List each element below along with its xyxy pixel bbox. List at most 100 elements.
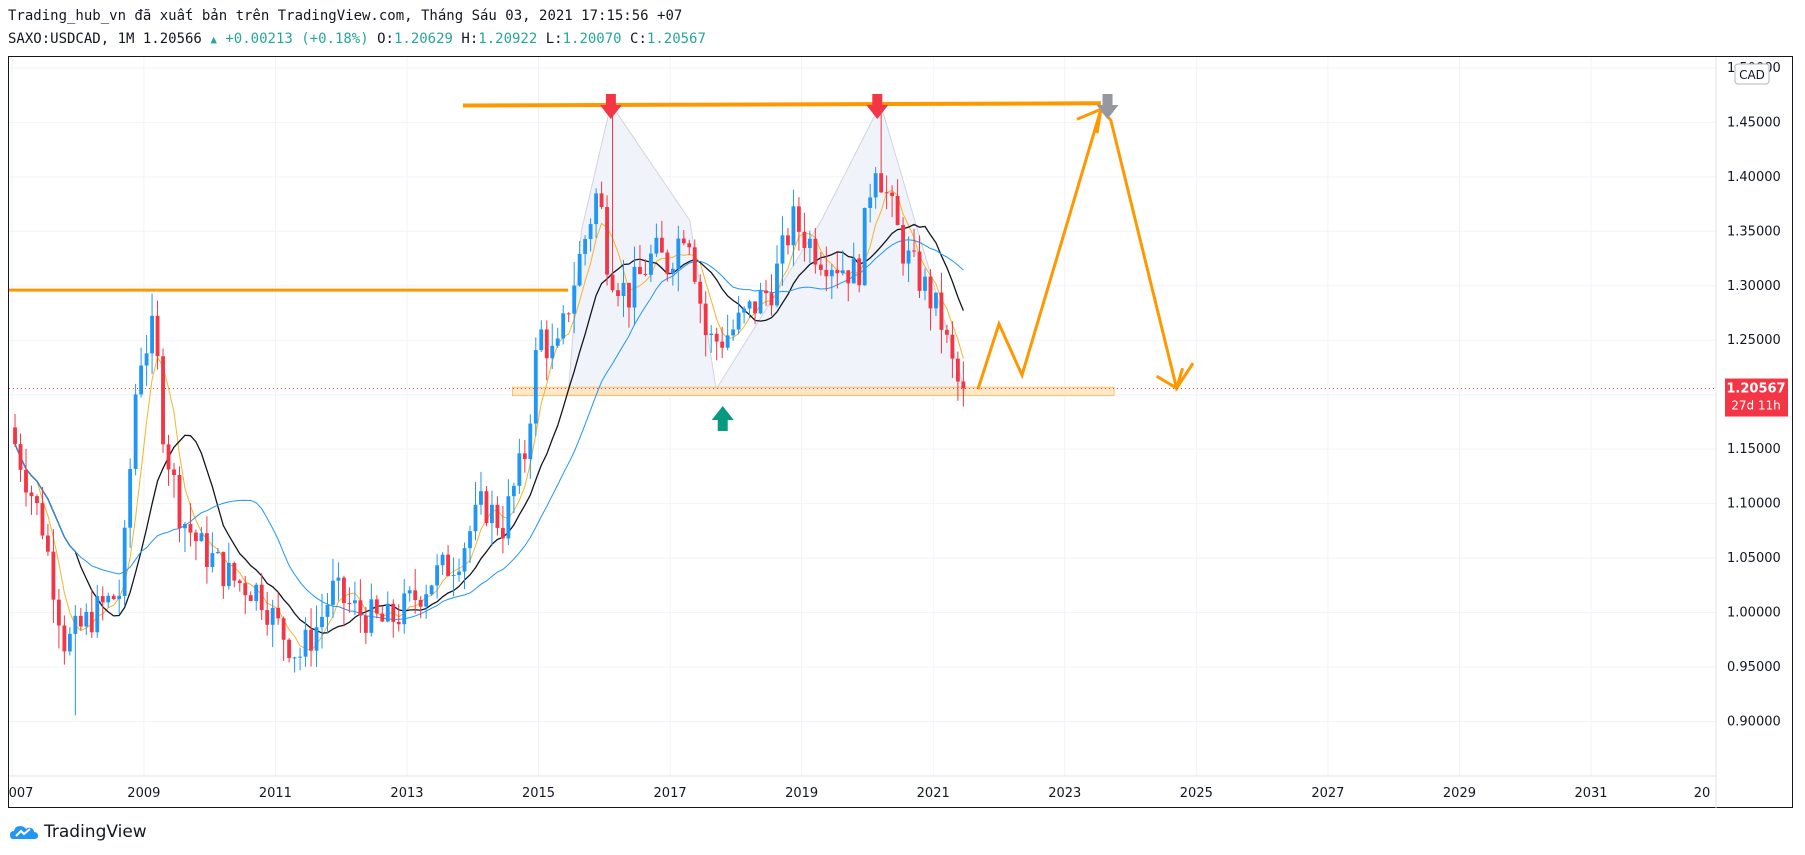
candle-body	[385, 603, 390, 622]
candle-body	[287, 639, 292, 659]
candle-body	[172, 469, 176, 475]
candle-body	[204, 533, 209, 567]
candle-body	[605, 207, 609, 275]
time-tick-label: 2025	[1180, 786, 1213, 801]
candle-body	[884, 192, 889, 194]
candle-body	[572, 285, 577, 314]
tradingview-logo[interactable]: TradingView	[10, 822, 147, 842]
candle-body	[610, 274, 615, 291]
candle-body	[46, 535, 50, 552]
candle-body	[128, 468, 133, 528]
candle-body	[67, 633, 72, 652]
open-label: O:	[377, 31, 394, 47]
candle-body	[303, 629, 308, 657]
candle-body	[479, 491, 483, 505]
candle-body	[835, 269, 840, 274]
candle-body	[687, 243, 692, 248]
down-arrow-icon	[599, 94, 622, 119]
candle-body	[906, 250, 911, 264]
candle-body	[862, 207, 867, 286]
close-value: 1.20567	[646, 31, 706, 47]
candle-body	[89, 611, 94, 633]
candle-body	[742, 308, 747, 313]
candle-body	[215, 552, 220, 554]
candle-body	[895, 196, 900, 225]
candle-body	[391, 603, 396, 622]
candle-body	[539, 329, 544, 351]
candle-body	[194, 532, 198, 542]
candle-body	[413, 590, 418, 601]
candle-body	[358, 600, 363, 616]
arrow-markers	[599, 94, 1119, 431]
candle-body	[183, 524, 187, 529]
brand-label: TradingView	[44, 822, 147, 842]
ohlc-legend: SAXO:USDCAD, 1M 1.20566 ▲ +0.00213 (+0.1…	[8, 31, 706, 47]
candle-body	[736, 312, 741, 330]
candle-body	[51, 551, 56, 600]
time-tick-label: 20	[1694, 786, 1711, 801]
price-tick-label: 1.35000	[1727, 224, 1781, 239]
candle-body	[654, 237, 659, 254]
candle-body	[594, 193, 599, 225]
candle-body	[84, 611, 89, 627]
candle-body	[638, 266, 642, 275]
candle-body	[24, 469, 28, 493]
low-value: 1.20070	[562, 31, 622, 47]
symbol-label: SAXO:USDCAD, 1M 1.20566	[8, 31, 202, 47]
candle-body	[950, 334, 955, 359]
candle-body	[791, 206, 796, 246]
price-tick-label: 1.00000	[1727, 606, 1781, 621]
candle-body	[468, 531, 472, 549]
candle-body	[780, 235, 785, 264]
candle-body	[725, 335, 730, 348]
candle-body	[73, 615, 78, 634]
candle-body	[796, 206, 801, 232]
candle-body	[243, 583, 248, 596]
ma-long-line	[14, 239, 964, 620]
last-price-label: 1.20567	[1726, 382, 1785, 397]
time-tick-label: 2009	[127, 786, 160, 801]
candle-body	[177, 474, 182, 529]
candle-body	[802, 231, 807, 248]
high-label: H:	[461, 31, 479, 47]
candle-body	[320, 616, 324, 628]
time-tick-label: 2023	[1048, 786, 1081, 801]
candle-body	[144, 353, 149, 366]
up-triangle-icon: ▲	[210, 33, 217, 46]
candle-body	[490, 504, 494, 524]
currency-label: CAD	[1739, 68, 1765, 82]
countdown-label: 27d 11h	[1731, 399, 1781, 413]
time-tick-label: 2031	[1574, 786, 1607, 801]
candle-body	[857, 258, 862, 286]
candle-body	[824, 269, 829, 277]
candle-body	[550, 345, 555, 359]
candle-body	[418, 600, 423, 607]
candle-body	[336, 577, 341, 581]
candle-body	[111, 595, 116, 600]
candle-body	[692, 247, 697, 282]
candle-body	[632, 266, 637, 308]
price-tick-label: 0.95000	[1727, 660, 1781, 675]
candle-body	[829, 269, 834, 277]
chart-title: Trading_hub_vn đã xuất bản trên TradingV…	[8, 8, 683, 24]
candle-body	[248, 595, 253, 602]
price-tick-label: 1.45000	[1727, 115, 1781, 130]
candle-body	[868, 197, 873, 208]
candle-body	[446, 554, 451, 576]
candle-body	[226, 562, 231, 587]
candle-body	[934, 292, 938, 309]
candle-body	[506, 496, 511, 539]
candle-body	[522, 453, 527, 460]
candle-body	[786, 235, 790, 246]
candle-body	[961, 381, 966, 389]
down-arrow-icon	[1096, 94, 1119, 119]
high-value: 1.20922	[478, 31, 538, 47]
candle-body	[873, 173, 878, 198]
candle-body	[517, 453, 522, 486]
candle-body	[484, 491, 489, 524]
time-tick-label: 2019	[785, 786, 818, 801]
chart-frame[interactable]	[8, 56, 1793, 808]
candle-body	[281, 618, 286, 640]
candle-body	[561, 313, 566, 339]
